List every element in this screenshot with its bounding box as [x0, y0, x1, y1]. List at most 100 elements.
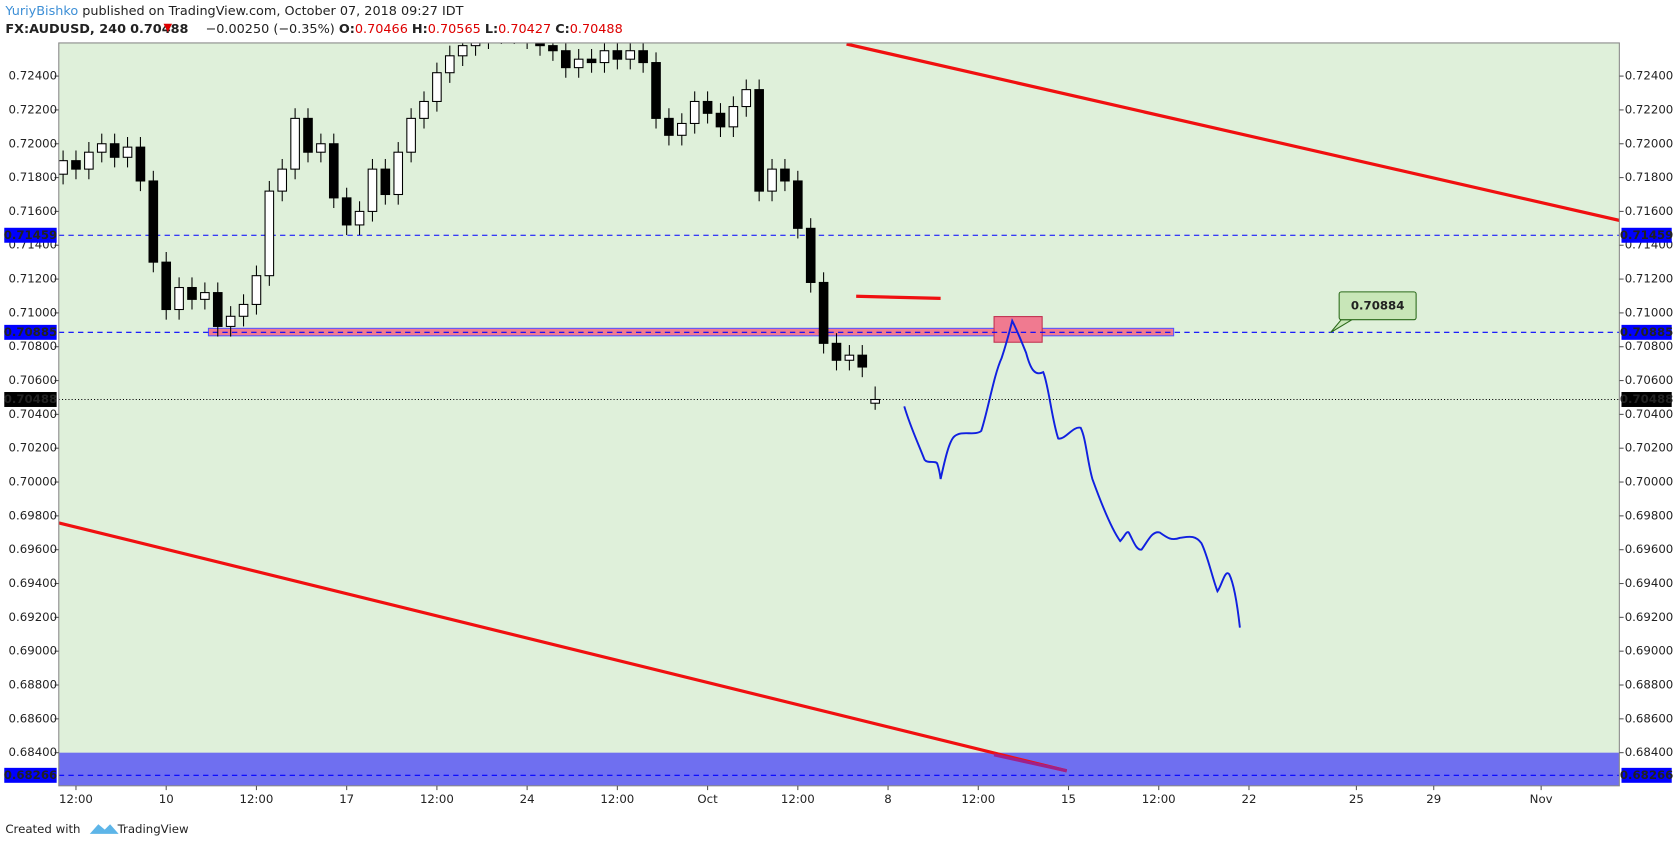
down-arrow [163, 23, 173, 33]
y-tick-label: 0.71800 [1625, 170, 1674, 184]
c-value: 0.70488 [570, 22, 623, 37]
candle-body [818, 281, 829, 344]
y-tick-label: 0.68600 [1625, 711, 1674, 725]
candle-body [805, 227, 816, 283]
candle-body [689, 100, 700, 124]
o-label: O: [339, 22, 355, 37]
y-tick-label: 0.68400 [9, 745, 58, 759]
candle-body [58, 160, 68, 175]
candle-body [419, 100, 429, 119]
x-tick-label: 12:00 [239, 792, 273, 806]
y-tick-label: 0.71200 [9, 272, 58, 286]
x-tick-label: 12:00 [59, 792, 93, 806]
y-tick-label: 0.71600 [9, 204, 58, 218]
y-tick-label: 0.69600 [1625, 542, 1674, 556]
candle-body [586, 58, 597, 64]
level-tag [1621, 767, 1672, 783]
candle-body [367, 168, 378, 212]
c-label: C: [555, 22, 570, 37]
candle-body [316, 143, 326, 153]
y-tick-label: 0.69000 [1625, 644, 1674, 658]
x-tick-label: 12:00 [600, 792, 634, 806]
h-value: 0.70565 [428, 22, 481, 37]
plot: 0.70884 0.68400 0.68400 0.68600 0.68600 0.688… [4, 42, 1674, 806]
candle-body [651, 62, 661, 119]
short-line [856, 294, 941, 301]
level-label: 0.70488 [1620, 392, 1674, 406]
level-label: 0.70885 [1620, 325, 1674, 339]
candle-body [174, 286, 184, 311]
x-tick-label: 24 [520, 792, 535, 806]
candle-body [380, 168, 391, 196]
trend-lower-end [993, 753, 1068, 773]
candle-body [793, 180, 803, 229]
y-tick-label: 0.72400 [1625, 69, 1674, 83]
y-tick-label: 0.69200 [9, 610, 58, 624]
x-tick-label: 25 [1349, 792, 1364, 806]
level-tag [1621, 324, 1672, 340]
candle-body [844, 354, 855, 361]
symbol: FX:AUDUSD, 240 [5, 22, 126, 37]
footer-brand[interactable]: TradingView [117, 822, 189, 836]
candle-body [161, 261, 172, 311]
y-tick-label: 0.70400 [1625, 407, 1674, 421]
author[interactable]: YuriyBishko [4, 3, 78, 18]
y-tick-label: 0.69000 [9, 644, 58, 658]
plot-area: 0.70884 [58, 42, 1620, 786]
candle-body [831, 342, 842, 361]
h-label: H: [412, 22, 428, 37]
candle-body [664, 117, 674, 136]
candle-body [728, 106, 739, 128]
candle-body [71, 160, 81, 170]
candle-body [341, 197, 352, 226]
y-tick-label: 0.72200 [9, 102, 58, 116]
x-tick-label: 17 [339, 792, 354, 806]
header: YuriyBishko published on TradingView.com… [4, 3, 463, 18]
y-tick-label: 0.70600 [1625, 373, 1674, 387]
candle-body [109, 143, 120, 158]
candle-body [573, 58, 584, 69]
level-tag [4, 324, 57, 340]
x-tick-label: 8 [884, 792, 891, 806]
published: published on TradingView.com, October 07… [82, 3, 463, 18]
target-box [993, 316, 1043, 343]
candle-body [780, 168, 790, 182]
candle-body [741, 89, 752, 108]
y-tick-label: 0.69800 [9, 508, 58, 522]
candle-body [354, 210, 365, 226]
candle-body [870, 398, 880, 404]
x-tick-label: 12:00 [781, 792, 815, 806]
symbol-line: FX:AUDUSD, 240 0.70488 −0.00250 (−0.35%) … [5, 22, 622, 37]
candle-body [432, 72, 442, 103]
y-tick-label: 0.69200 [1625, 610, 1674, 624]
y-tick-label: 0.72000 [1625, 136, 1674, 150]
candle-body [148, 180, 159, 263]
trend-lower [58, 521, 1068, 773]
x-tick-label: 12:00 [961, 792, 995, 806]
candle-body [625, 50, 636, 60]
y-tick-label: 0.70000 [1625, 475, 1674, 489]
candle-body [457, 45, 468, 57]
last: 0.70488 [130, 22, 188, 37]
y-tick-label: 0.71600 [1625, 204, 1674, 218]
y-tick-label: 0.72000 [9, 136, 58, 150]
level-label: 0.68266 [4, 768, 58, 782]
projection-path [903, 318, 1241, 628]
y-tick-label: 0.70800 [9, 339, 58, 353]
candle-body [470, 42, 481, 47]
logo [89, 824, 119, 834]
y-tick-label: 0.70600 [9, 373, 58, 387]
candle-body [225, 315, 236, 327]
plot-bg [58, 42, 1620, 786]
candle-body [612, 50, 623, 60]
candle-body [303, 117, 313, 153]
y-tick-label: 0.70200 [9, 441, 58, 455]
level-tag [1621, 392, 1672, 407]
candle-body [328, 143, 339, 199]
candle-body [393, 151, 404, 196]
y-tick-label: 0.70000 [9, 475, 58, 489]
candle-body [187, 286, 197, 300]
callout-box [1338, 291, 1417, 321]
